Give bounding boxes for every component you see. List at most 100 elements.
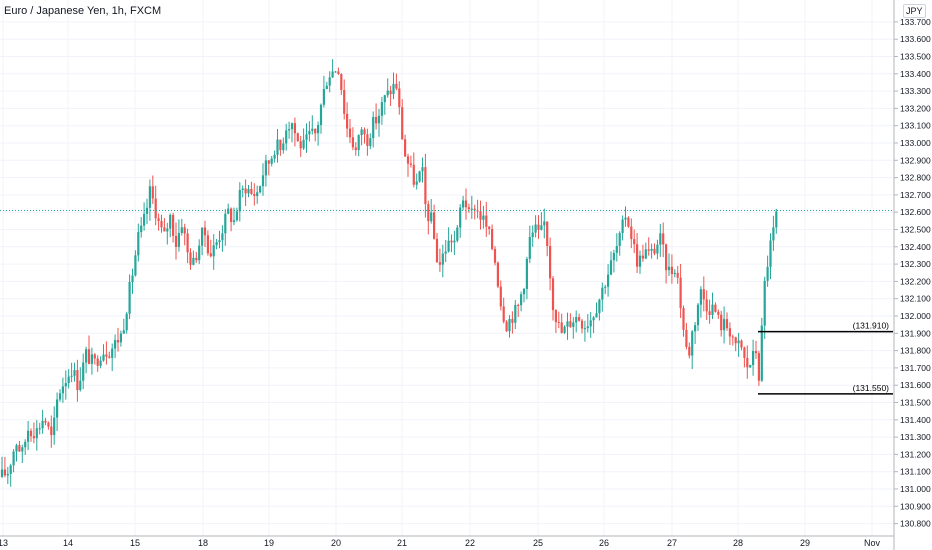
candle-body-up[interactable] bbox=[67, 376, 70, 384]
candle-body-down[interactable] bbox=[488, 226, 491, 229]
candle-body-up[interactable] bbox=[470, 208, 473, 210]
price-axis-panel[interactable] bbox=[894, 0, 932, 550]
candle-body-down[interactable] bbox=[433, 212, 436, 239]
candle-body-up[interactable] bbox=[392, 83, 395, 95]
candle-body-up[interactable] bbox=[192, 257, 195, 265]
candle-body-down[interactable] bbox=[44, 420, 47, 423]
candle-body-up[interactable] bbox=[134, 255, 137, 276]
candle-body-up[interactable] bbox=[319, 104, 323, 126]
candle-body-down[interactable] bbox=[151, 186, 154, 199]
candle-body-down[interactable] bbox=[354, 147, 357, 151]
candle-body-down[interactable] bbox=[757, 353, 760, 381]
currency-badge[interactable]: JPY bbox=[903, 4, 926, 18]
candle-body-down[interactable] bbox=[473, 208, 476, 211]
candle-body-up[interactable] bbox=[24, 441, 27, 448]
candle-body-up[interactable] bbox=[218, 240, 221, 243]
candle-body-up[interactable] bbox=[638, 255, 642, 267]
candle-body-up[interactable] bbox=[311, 128, 314, 131]
candle-body-down[interactable] bbox=[404, 139, 407, 157]
candle-body-down[interactable] bbox=[725, 319, 729, 329]
candle-body-down[interactable] bbox=[163, 227, 166, 232]
candle-body-up[interactable] bbox=[73, 370, 76, 376]
candle-body-down[interactable] bbox=[87, 349, 91, 364]
candle-body-up[interactable] bbox=[694, 325, 697, 332]
candle-body-down[interactable] bbox=[29, 430, 33, 437]
candle-body-down[interactable] bbox=[537, 224, 540, 230]
candle-body-down[interactable] bbox=[186, 233, 189, 253]
candle-body-up[interactable] bbox=[247, 188, 250, 194]
candle-body-up[interactable] bbox=[264, 160, 267, 176]
candle-body-up[interactable] bbox=[601, 287, 604, 300]
candle-body-up[interactable] bbox=[563, 326, 566, 333]
candle-body-up[interactable] bbox=[201, 227, 204, 246]
candle-body-down[interactable] bbox=[409, 163, 412, 165]
candle-body-up[interactable] bbox=[444, 251, 447, 254]
candle-body-up[interactable] bbox=[453, 240, 456, 243]
candle-body-up[interactable] bbox=[772, 227, 775, 241]
candle-body-up[interactable] bbox=[261, 175, 265, 187]
candle-body-down[interactable] bbox=[485, 215, 488, 227]
candle-body-up[interactable] bbox=[769, 240, 772, 267]
candle-body-down[interactable] bbox=[720, 314, 723, 331]
candle-body-down[interactable] bbox=[3, 469, 6, 476]
candle-body-up[interactable] bbox=[380, 102, 383, 116]
candle-body-up[interactable] bbox=[27, 430, 30, 442]
candle-body-down[interactable] bbox=[630, 226, 633, 240]
candle-body-down[interactable] bbox=[641, 255, 644, 259]
candle-body-down[interactable] bbox=[653, 248, 656, 254]
candle-body-up[interactable] bbox=[111, 348, 114, 358]
candle-body-up[interactable] bbox=[285, 130, 288, 144]
candle-body-up[interactable] bbox=[90, 354, 93, 364]
candle-body-down[interactable] bbox=[299, 141, 302, 149]
candle-body-down[interactable] bbox=[340, 74, 343, 91]
candle-body-down[interactable] bbox=[47, 422, 50, 427]
candle-body-up[interactable] bbox=[143, 213, 146, 226]
candle-body-down[interactable] bbox=[296, 133, 299, 142]
candle-body-up[interactable] bbox=[415, 181, 418, 185]
candle-body-up[interactable] bbox=[61, 386, 64, 394]
candle-body-up[interactable] bbox=[482, 215, 485, 220]
candle-body-up[interactable] bbox=[21, 447, 24, 452]
candle-body-down[interactable] bbox=[343, 90, 346, 114]
candle-body-up[interactable] bbox=[79, 380, 82, 391]
candle-body-up[interactable] bbox=[198, 245, 201, 261]
candle-body-up[interactable] bbox=[737, 340, 740, 344]
candle-body-up[interactable] bbox=[102, 354, 105, 361]
candle-body-down[interactable] bbox=[731, 336, 734, 338]
candle-body-up[interactable] bbox=[148, 186, 151, 208]
candle-body-down[interactable] bbox=[560, 322, 563, 333]
candle-body-up[interactable] bbox=[612, 252, 615, 261]
candle-body-down[interactable] bbox=[337, 71, 340, 75]
candle-body-up[interactable] bbox=[667, 266, 671, 271]
candle-body-down[interactable] bbox=[505, 321, 508, 332]
candle-body-down[interactable] bbox=[633, 239, 636, 245]
candle-body-up[interactable] bbox=[775, 211, 778, 228]
candle-body-down[interactable] bbox=[195, 257, 198, 261]
candle-body-up[interactable] bbox=[85, 349, 88, 363]
candle-body-up[interactable] bbox=[659, 233, 662, 245]
candle-body-down[interactable] bbox=[108, 356, 111, 358]
candle-body-up[interactable] bbox=[256, 192, 259, 197]
candle-body-down[interactable] bbox=[209, 253, 212, 257]
candle-body-up[interactable] bbox=[752, 351, 755, 366]
candle-body-up[interactable] bbox=[282, 143, 285, 151]
candle-body-down[interactable] bbox=[580, 320, 584, 329]
candle-body-down[interactable] bbox=[627, 217, 630, 227]
candle-body-up[interactable] bbox=[699, 289, 702, 305]
candle-body-up[interactable] bbox=[598, 299, 601, 314]
candle-body-down[interactable] bbox=[206, 235, 209, 254]
candle-body-down[interactable] bbox=[743, 347, 746, 358]
candle-body-up[interactable] bbox=[56, 399, 59, 418]
candle-body-down[interactable] bbox=[679, 277, 682, 309]
candle-body-up[interactable] bbox=[221, 233, 224, 241]
candle-body-up[interactable] bbox=[644, 249, 647, 259]
candle-body-down[interactable] bbox=[76, 370, 79, 391]
candle-body-down[interactable] bbox=[157, 218, 160, 221]
candle-body-down[interactable] bbox=[412, 164, 415, 185]
candle-body-up[interactable] bbox=[288, 129, 291, 131]
candle-body-up[interactable] bbox=[609, 260, 613, 275]
candle-body-down[interactable] bbox=[717, 311, 720, 315]
candle-body-up[interactable] bbox=[430, 212, 433, 222]
candle-body-up[interactable] bbox=[119, 333, 122, 343]
